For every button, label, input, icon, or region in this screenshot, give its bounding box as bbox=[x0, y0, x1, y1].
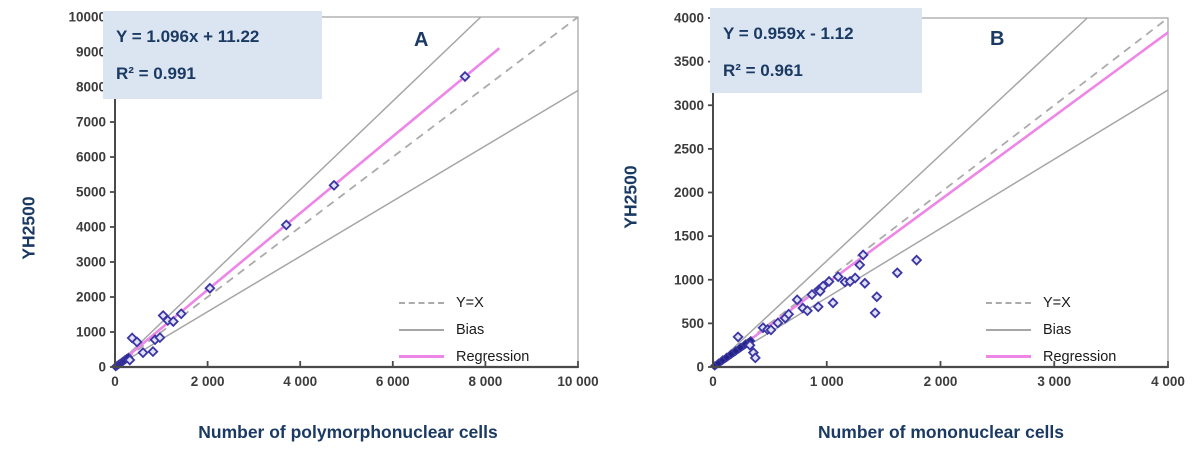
legend-b: Y=X Bias Regression bbox=[986, 289, 1116, 370]
legend-item-bias: Bias bbox=[986, 316, 1116, 343]
y-tick-label: 4000 bbox=[674, 11, 704, 26]
regression-equation-a: Y = 1.096x + 11.22 bbox=[116, 27, 260, 46]
data-point bbox=[823, 275, 835, 288]
y-tick-label: 1500 bbox=[674, 229, 704, 244]
regression-line-swatch bbox=[986, 355, 1031, 358]
y-tick-label: 10000 bbox=[68, 10, 106, 25]
data-point bbox=[749, 352, 761, 364]
legend-item-bias: Bias bbox=[399, 316, 529, 343]
y-tick-label: 3000 bbox=[674, 98, 704, 113]
legend-item-identity: Y=X bbox=[986, 289, 1116, 316]
data-point bbox=[765, 324, 777, 336]
legend-item-regression: Regression bbox=[399, 343, 529, 370]
bias-line-swatch bbox=[399, 328, 444, 331]
data-point bbox=[154, 332, 166, 344]
bias-upper-line bbox=[114, 16, 482, 368]
r-squared-b: R² = 0.961 bbox=[723, 61, 803, 80]
x-tick-label: 6 000 bbox=[376, 374, 410, 389]
y-tick-label: 0 bbox=[696, 360, 704, 375]
x-axis-title-a: Number of polymorphonuclear cells bbox=[198, 422, 498, 442]
y-tick-label: 9000 bbox=[76, 45, 106, 60]
x-tick-label: 0 bbox=[111, 374, 119, 389]
data-point bbox=[732, 331, 744, 343]
data-point bbox=[137, 347, 149, 359]
panel-label-b: B bbox=[990, 28, 1005, 50]
y-tick-label: 8000 bbox=[76, 80, 106, 95]
y-tick-label: 0 bbox=[98, 360, 106, 375]
data-point bbox=[167, 315, 179, 328]
data-point bbox=[783, 308, 795, 320]
y-tick-label: 2500 bbox=[674, 141, 704, 156]
bias-lower-line bbox=[712, 89, 1169, 368]
data-point bbox=[832, 271, 844, 283]
data-point bbox=[328, 179, 340, 191]
bias-line-swatch bbox=[986, 328, 1031, 331]
panel-label-a: A bbox=[414, 29, 429, 51]
y-tick-label: 1000 bbox=[76, 325, 106, 340]
data-point bbox=[131, 336, 143, 348]
regression-equation-b: Y = 0.959x - 1.12 bbox=[723, 24, 854, 43]
data-point bbox=[744, 339, 756, 351]
data-point bbox=[859, 277, 871, 289]
bias-upper-line bbox=[712, 17, 1088, 368]
x-tick-label: 2 000 bbox=[191, 374, 225, 389]
x-tick-label: 3 000 bbox=[1037, 374, 1071, 389]
data-point bbox=[911, 254, 923, 266]
y-tick-label: 2000 bbox=[674, 185, 704, 200]
data-point bbox=[791, 294, 803, 306]
x-tick-label: 8 000 bbox=[469, 374, 503, 389]
legend-item-regression: Regression bbox=[986, 343, 1116, 370]
data-point bbox=[849, 272, 861, 284]
data-point bbox=[801, 305, 813, 317]
legend-a: Y=X Bias Regression bbox=[399, 289, 529, 370]
data-point bbox=[871, 291, 883, 303]
y-tick-label: 4000 bbox=[76, 220, 106, 235]
data-point bbox=[280, 219, 292, 231]
data-point bbox=[147, 346, 159, 358]
data-point bbox=[869, 307, 881, 319]
x-axis-title-b: Number of mononuclear cells bbox=[817, 422, 1065, 442]
panel-b: 0 1 000 2 000 3 000 4 000 0 500 1000 1500 2000 250… bbox=[674, 11, 1185, 390]
y-tick-label: 1000 bbox=[674, 272, 704, 287]
identity-line bbox=[114, 16, 579, 368]
r-squared-a: R² = 0.991 bbox=[116, 64, 196, 83]
panel-a: 0 2 000 4 000 6 000 8 000 10 000 0 1000 2000 3000… bbox=[68, 10, 598, 390]
y-tick-label: 500 bbox=[681, 316, 704, 331]
y-tick-label: 2000 bbox=[76, 290, 106, 305]
x-tick-label: 2 000 bbox=[924, 374, 958, 389]
data-point bbox=[814, 285, 826, 297]
identity-line-swatch bbox=[986, 301, 1031, 304]
legend-item-identity: Y=X bbox=[399, 289, 529, 316]
regression-line-swatch bbox=[399, 355, 444, 358]
x-tick-label: 0 bbox=[709, 374, 717, 389]
data-point bbox=[772, 317, 784, 329]
identity-line bbox=[712, 17, 1169, 368]
identity-line-swatch bbox=[399, 301, 444, 304]
y-tick-label: 7000 bbox=[76, 115, 106, 130]
equation-box-b: Y = 0.959x - 1.12 R² = 0.961 bbox=[710, 8, 922, 93]
y-tick-label: 5000 bbox=[76, 185, 106, 200]
equation-box-a: Y = 1.096x + 11.22 R² = 0.991 bbox=[103, 11, 322, 99]
x-tick-label: 4 000 bbox=[283, 374, 317, 389]
x-tick-label: 4 000 bbox=[1151, 374, 1185, 389]
data-point bbox=[857, 249, 869, 261]
data-point bbox=[806, 289, 818, 301]
data-point bbox=[459, 70, 471, 83]
data-point bbox=[812, 301, 824, 313]
x-tick-label: 10 000 bbox=[557, 374, 598, 389]
x-tick-label: 1 000 bbox=[810, 374, 844, 389]
data-point bbox=[124, 354, 136, 366]
data-point bbox=[827, 297, 839, 309]
y-tick-label: 3500 bbox=[674, 54, 704, 69]
data-point bbox=[854, 259, 866, 271]
y-tick-label: 3000 bbox=[76, 255, 106, 270]
y-tick-label: 6000 bbox=[76, 150, 106, 165]
data-point bbox=[175, 308, 187, 320]
bias-lower-line bbox=[114, 89, 579, 368]
data-point bbox=[891, 267, 903, 279]
data-point bbox=[204, 282, 216, 294]
